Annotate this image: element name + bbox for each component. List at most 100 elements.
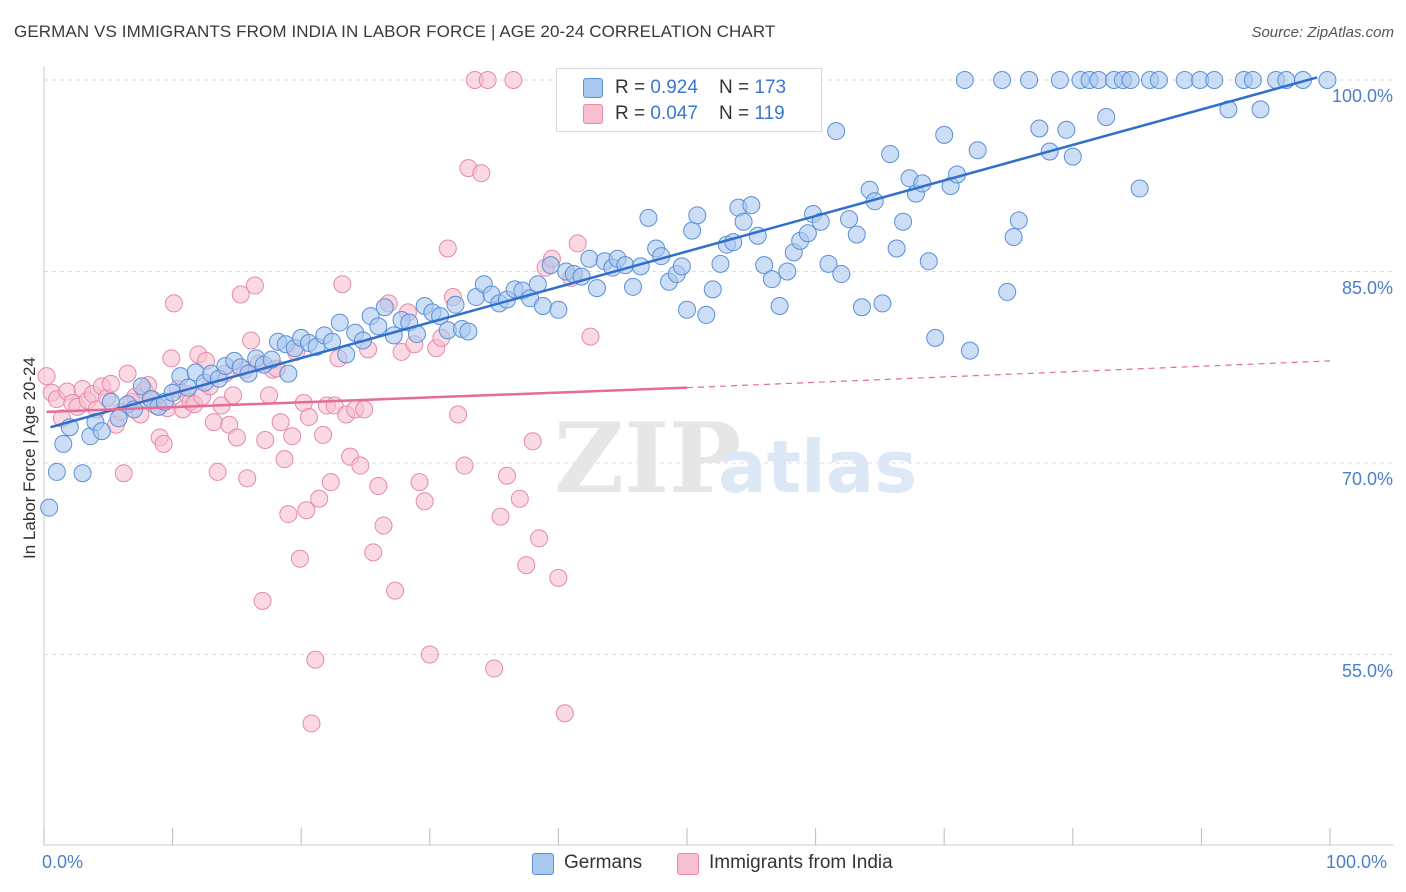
india-point-74 bbox=[333, 275, 352, 294]
india-point-67 bbox=[306, 650, 325, 669]
india-point-89 bbox=[410, 473, 429, 492]
india-point-0 bbox=[37, 367, 56, 386]
india-point-69 bbox=[314, 425, 333, 444]
german-point-150 bbox=[1175, 71, 1194, 89]
india-point-101 bbox=[478, 71, 497, 89]
india-point-39 bbox=[204, 413, 223, 432]
india-trend-extension bbox=[686, 360, 1331, 389]
german-point-116 bbox=[881, 145, 900, 164]
india-point-50 bbox=[245, 276, 264, 295]
india-point-102 bbox=[485, 659, 504, 678]
india-point-81 bbox=[364, 543, 383, 562]
german-point-104 bbox=[798, 224, 817, 243]
india-point-96 bbox=[449, 405, 468, 424]
german-point-152 bbox=[1205, 71, 1224, 89]
y-axis-label: In Labor Force | Age 20-24 bbox=[20, 357, 39, 559]
india-point-64 bbox=[297, 501, 316, 520]
german-point-95 bbox=[734, 212, 753, 231]
german-point-44 bbox=[369, 317, 388, 336]
india-point-79 bbox=[355, 400, 374, 419]
india-point-29 bbox=[164, 294, 183, 313]
german-point-149 bbox=[1149, 71, 1168, 89]
india-point-109 bbox=[530, 529, 549, 548]
german-point-67 bbox=[541, 256, 560, 275]
india-point-66 bbox=[302, 714, 321, 733]
german-point-68 bbox=[549, 300, 568, 319]
chart-source: Source: ZipAtlas.com bbox=[1251, 24, 1394, 41]
india-point-108 bbox=[523, 432, 542, 451]
watermark-zip: ZIP bbox=[554, 402, 741, 515]
axes bbox=[43, 66, 1394, 846]
india-point-54 bbox=[260, 386, 279, 405]
india-point-91 bbox=[420, 645, 439, 664]
india-point-16 bbox=[114, 464, 133, 483]
german-point-143 bbox=[1097, 108, 1116, 127]
india-point-85 bbox=[386, 581, 405, 600]
india-point-57 bbox=[271, 413, 290, 432]
india-point-90 bbox=[415, 492, 434, 511]
german-point-129 bbox=[968, 141, 987, 160]
german-point-109 bbox=[832, 265, 851, 284]
german-point-106 bbox=[811, 212, 830, 231]
india-point-105 bbox=[504, 71, 523, 89]
india-point-65 bbox=[299, 408, 318, 427]
german-point-89 bbox=[697, 305, 716, 324]
bottom-legend-label-india: Immigrants from India bbox=[709, 852, 893, 873]
german-point-73 bbox=[587, 279, 606, 298]
y-tick-label-3: 100.0% bbox=[1331, 86, 1393, 106]
india-point-59 bbox=[279, 505, 298, 524]
watermark-atlas: atlas bbox=[718, 425, 917, 509]
india-point-68 bbox=[310, 489, 329, 508]
german-point-78 bbox=[623, 277, 642, 296]
india-point-46 bbox=[231, 285, 250, 304]
trend-lines bbox=[46, 76, 1331, 429]
legend-swatch-german bbox=[583, 78, 603, 98]
legend-n-label: N = bbox=[719, 103, 755, 124]
india-trend-line bbox=[46, 386, 688, 414]
german-point-96 bbox=[742, 196, 761, 215]
german-point-7 bbox=[92, 422, 111, 441]
german-point-0 bbox=[40, 498, 59, 517]
german-point-45 bbox=[375, 298, 394, 317]
india-point-78 bbox=[351, 456, 370, 475]
german-point-32 bbox=[279, 364, 298, 383]
german-point-128 bbox=[960, 341, 979, 360]
german-point-135 bbox=[1030, 119, 1049, 138]
legend-swatch-india bbox=[583, 104, 603, 124]
german-point-131 bbox=[998, 282, 1017, 301]
german-point-138 bbox=[1057, 120, 1076, 139]
india-point-82 bbox=[369, 476, 388, 495]
german-point-66 bbox=[533, 296, 552, 315]
german-point-88 bbox=[688, 206, 707, 225]
german-point-133 bbox=[1009, 211, 1028, 230]
legend-r-value-german: 0.924 bbox=[650, 77, 698, 98]
x-tick-label-min: 0.0% bbox=[42, 852, 84, 872]
german-point-91 bbox=[711, 254, 730, 273]
india-point-44 bbox=[224, 386, 243, 405]
y-tick-label-0: 55.0% bbox=[1341, 660, 1393, 681]
german-point-80 bbox=[639, 208, 658, 227]
bottom-legend-label-german: Germans bbox=[564, 852, 643, 873]
india-point-58 bbox=[275, 450, 294, 469]
legend-r-value-india: 0.047 bbox=[650, 103, 698, 124]
india-point-115 bbox=[568, 234, 587, 253]
german-point-2 bbox=[54, 434, 73, 453]
german-point-1 bbox=[47, 462, 66, 481]
legend-n-value-german: 173 bbox=[754, 77, 787, 98]
german-point-99 bbox=[762, 270, 781, 289]
india-point-60 bbox=[283, 427, 302, 446]
chart-title: GERMAN VS IMMIGRANTS FROM INDIA IN LABOR… bbox=[14, 22, 776, 41]
legend-n-label: N = bbox=[719, 77, 755, 98]
german-point-54 bbox=[446, 295, 465, 314]
german-point-124 bbox=[935, 125, 954, 144]
german-point-146 bbox=[1121, 71, 1140, 89]
stats-legend: R = 0.924 N = 173 R = 0.047 N = 119 bbox=[556, 68, 822, 132]
india-point-112 bbox=[549, 568, 568, 587]
german-point-85 bbox=[672, 257, 691, 276]
german-point-142 bbox=[1089, 71, 1108, 89]
german-point-108 bbox=[827, 122, 846, 141]
india-point-28 bbox=[162, 349, 181, 368]
german-point-39 bbox=[330, 313, 349, 332]
y-tick-label-2: 85.0% bbox=[1341, 277, 1393, 298]
